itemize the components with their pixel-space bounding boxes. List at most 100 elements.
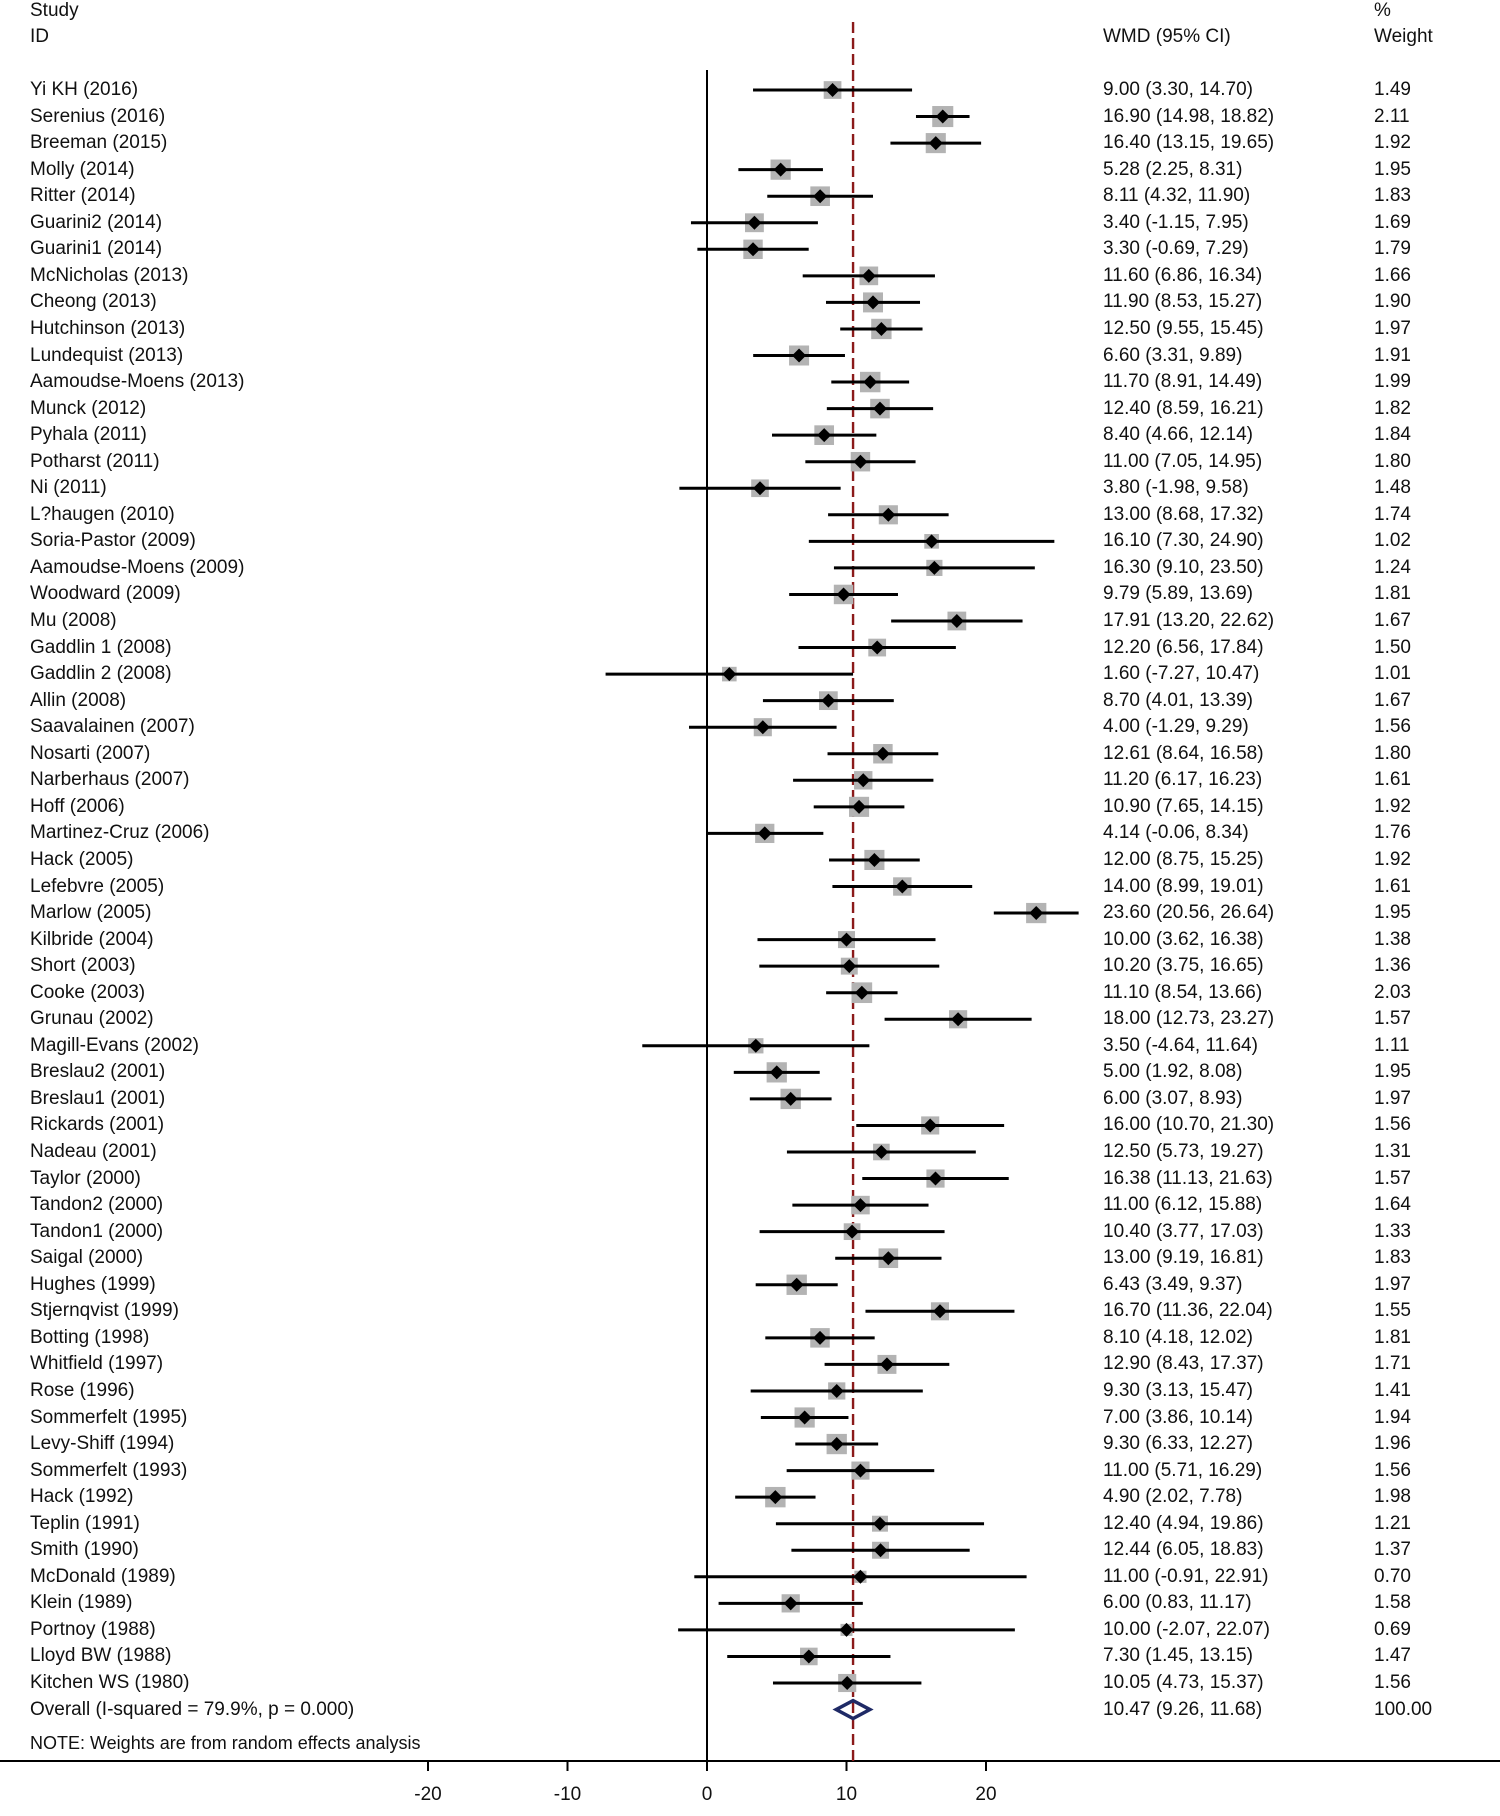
study-label: Marlow (2005) xyxy=(30,902,152,924)
study-marker xyxy=(786,1461,935,1480)
weight-value: 1.91 xyxy=(1374,344,1411,366)
study-label: Woodward (2009) xyxy=(30,583,181,605)
study-marker xyxy=(690,213,818,233)
ci-value: 11.70 (8.91, 14.49) xyxy=(1103,371,1263,393)
point-estimate xyxy=(866,295,881,310)
weight-value: 1.92 xyxy=(1374,848,1411,870)
study-label: Yi KH (2016) xyxy=(30,79,139,100)
study-marker xyxy=(831,371,910,393)
weight-value: 0.69 xyxy=(1374,1618,1411,1640)
ci-value: 14.00 (8.99, 19.01) xyxy=(1103,875,1264,897)
point-estimate xyxy=(928,136,943,151)
ci-value: 10.00 (-2.07, 22.07) xyxy=(1103,1618,1270,1640)
point-estimate xyxy=(1029,906,1044,921)
study-marker xyxy=(759,1223,945,1241)
ci-value: 17.91 (13.20, 22.62) xyxy=(1103,610,1275,631)
weight-value: 1.21 xyxy=(1374,1512,1411,1534)
point-estimate xyxy=(769,1065,784,1080)
weight-value: 1.31 xyxy=(1374,1141,1411,1162)
ci-value: 16.00 (10.70, 21.30) xyxy=(1103,1114,1275,1136)
point-estimate xyxy=(757,826,772,841)
point-estimate xyxy=(836,587,851,602)
point-estimate xyxy=(839,932,854,947)
ci-value: 11.10 (8.54, 13.66) xyxy=(1103,981,1263,1003)
point-estimate xyxy=(768,1490,783,1505)
weight-value: 1.71 xyxy=(1374,1353,1411,1375)
x-tick-label: 10 xyxy=(836,1784,857,1805)
study-marker xyxy=(789,584,898,605)
weight-value: 1.92 xyxy=(1374,795,1411,817)
point-estimate xyxy=(821,693,836,708)
study-label: Breeman (2015) xyxy=(30,132,168,154)
study-marker xyxy=(753,345,845,366)
ci-value: 7.30 (1.45, 13.15) xyxy=(1103,1645,1253,1667)
ci-value: 6.00 (0.83, 11.17) xyxy=(1103,1592,1252,1614)
weight-value: 1.83 xyxy=(1374,1247,1411,1269)
ci-value: 11.60 (6.86, 16.34) xyxy=(1103,264,1263,286)
ci-value: 4.90 (2.02, 7.78) xyxy=(1103,1486,1243,1508)
study-label: Soria-Pastor (2009) xyxy=(30,530,196,552)
weight-value: 1.66 xyxy=(1374,264,1411,286)
ci-value: 12.44 (6.05, 18.83) xyxy=(1103,1539,1264,1561)
ci-value: 12.20 (6.56, 17.84) xyxy=(1103,636,1264,658)
study-label: Nosarti (2007) xyxy=(30,742,151,764)
study-label: Hutchinson (2013) xyxy=(30,317,186,339)
weight-value: 2.11 xyxy=(1374,105,1410,127)
ci-value: 4.14 (-0.06, 8.34) xyxy=(1103,822,1249,844)
weight-value: 1.97 xyxy=(1374,1273,1411,1295)
study-label: Lundequist (2013) xyxy=(30,344,184,366)
weight-value: 1.58 xyxy=(1374,1592,1411,1614)
study-label: Smith (1990) xyxy=(30,1539,139,1561)
point-estimate xyxy=(797,1410,812,1425)
point-estimate xyxy=(881,1251,896,1266)
overall-diamond xyxy=(832,1698,874,1721)
x-tick-label: 0 xyxy=(702,1784,713,1805)
weight-value: 1.79 xyxy=(1374,238,1411,260)
point-estimate xyxy=(783,1596,798,1611)
study-label: Guarini1 (2014) xyxy=(30,238,163,260)
study-marker xyxy=(828,505,949,525)
point-estimate xyxy=(949,614,964,628)
weight-header: Weight xyxy=(1374,26,1433,47)
study-label: Hack (1992) xyxy=(30,1486,134,1508)
ci-value: 10.40 (3.77, 17.03) xyxy=(1103,1220,1264,1242)
study-marker xyxy=(718,1594,863,1613)
ci-value: 12.40 (8.59, 16.21) xyxy=(1103,397,1264,419)
weight-value: 1.57 xyxy=(1374,1008,1411,1030)
overall-ci-value: 10.47 (9.26, 11.68) xyxy=(1103,1698,1263,1720)
weight-value: 1.81 xyxy=(1374,583,1411,605)
study-marker xyxy=(765,1328,875,1348)
point-estimate xyxy=(863,375,878,390)
weight-value: 1.61 xyxy=(1374,875,1411,897)
study-marker xyxy=(915,106,970,128)
study-marker xyxy=(759,957,940,975)
point-estimate xyxy=(801,1649,816,1664)
study-label: Narberhaus (2007) xyxy=(30,769,190,791)
ci-value: 23.60 (20.56, 26.64) xyxy=(1103,902,1275,924)
study-label: Allin (2008) xyxy=(30,689,127,711)
study-label: Magill-Evans (2002) xyxy=(30,1034,199,1056)
study-marker xyxy=(642,1038,870,1054)
study-marker xyxy=(829,849,920,870)
ci-value: 7.00 (3.86, 10.14) xyxy=(1103,1406,1253,1428)
study-label: McNicholas (2013) xyxy=(30,264,189,286)
weight-value: 1.33 xyxy=(1374,1220,1411,1242)
study-marker xyxy=(738,159,823,180)
point-estimate xyxy=(845,1224,860,1239)
study-label: Kitchen WS (1980) xyxy=(30,1672,190,1693)
point-estimate xyxy=(842,959,857,974)
weight-value: 1.96 xyxy=(1374,1433,1411,1455)
study-marker xyxy=(750,1382,923,1400)
point-estimate xyxy=(748,1038,763,1053)
study-label: Martinez-Cruz (2006) xyxy=(30,822,210,844)
weight-value: 1.97 xyxy=(1374,1087,1411,1109)
study-label: Nadeau (2001) xyxy=(30,1141,157,1162)
study-label: Aamoudse-Moens (2009) xyxy=(30,556,245,578)
study-marker xyxy=(772,1673,922,1693)
x-tick-label: -20 xyxy=(414,1784,441,1805)
ci-value: 10.20 (3.75, 16.65) xyxy=(1103,955,1264,977)
study-label: Hoff (2006) xyxy=(30,795,125,817)
ci-value: 16.38 (11.13, 21.63) xyxy=(1103,1167,1273,1189)
study-label: Levy-Shiff (1994) xyxy=(30,1433,175,1455)
